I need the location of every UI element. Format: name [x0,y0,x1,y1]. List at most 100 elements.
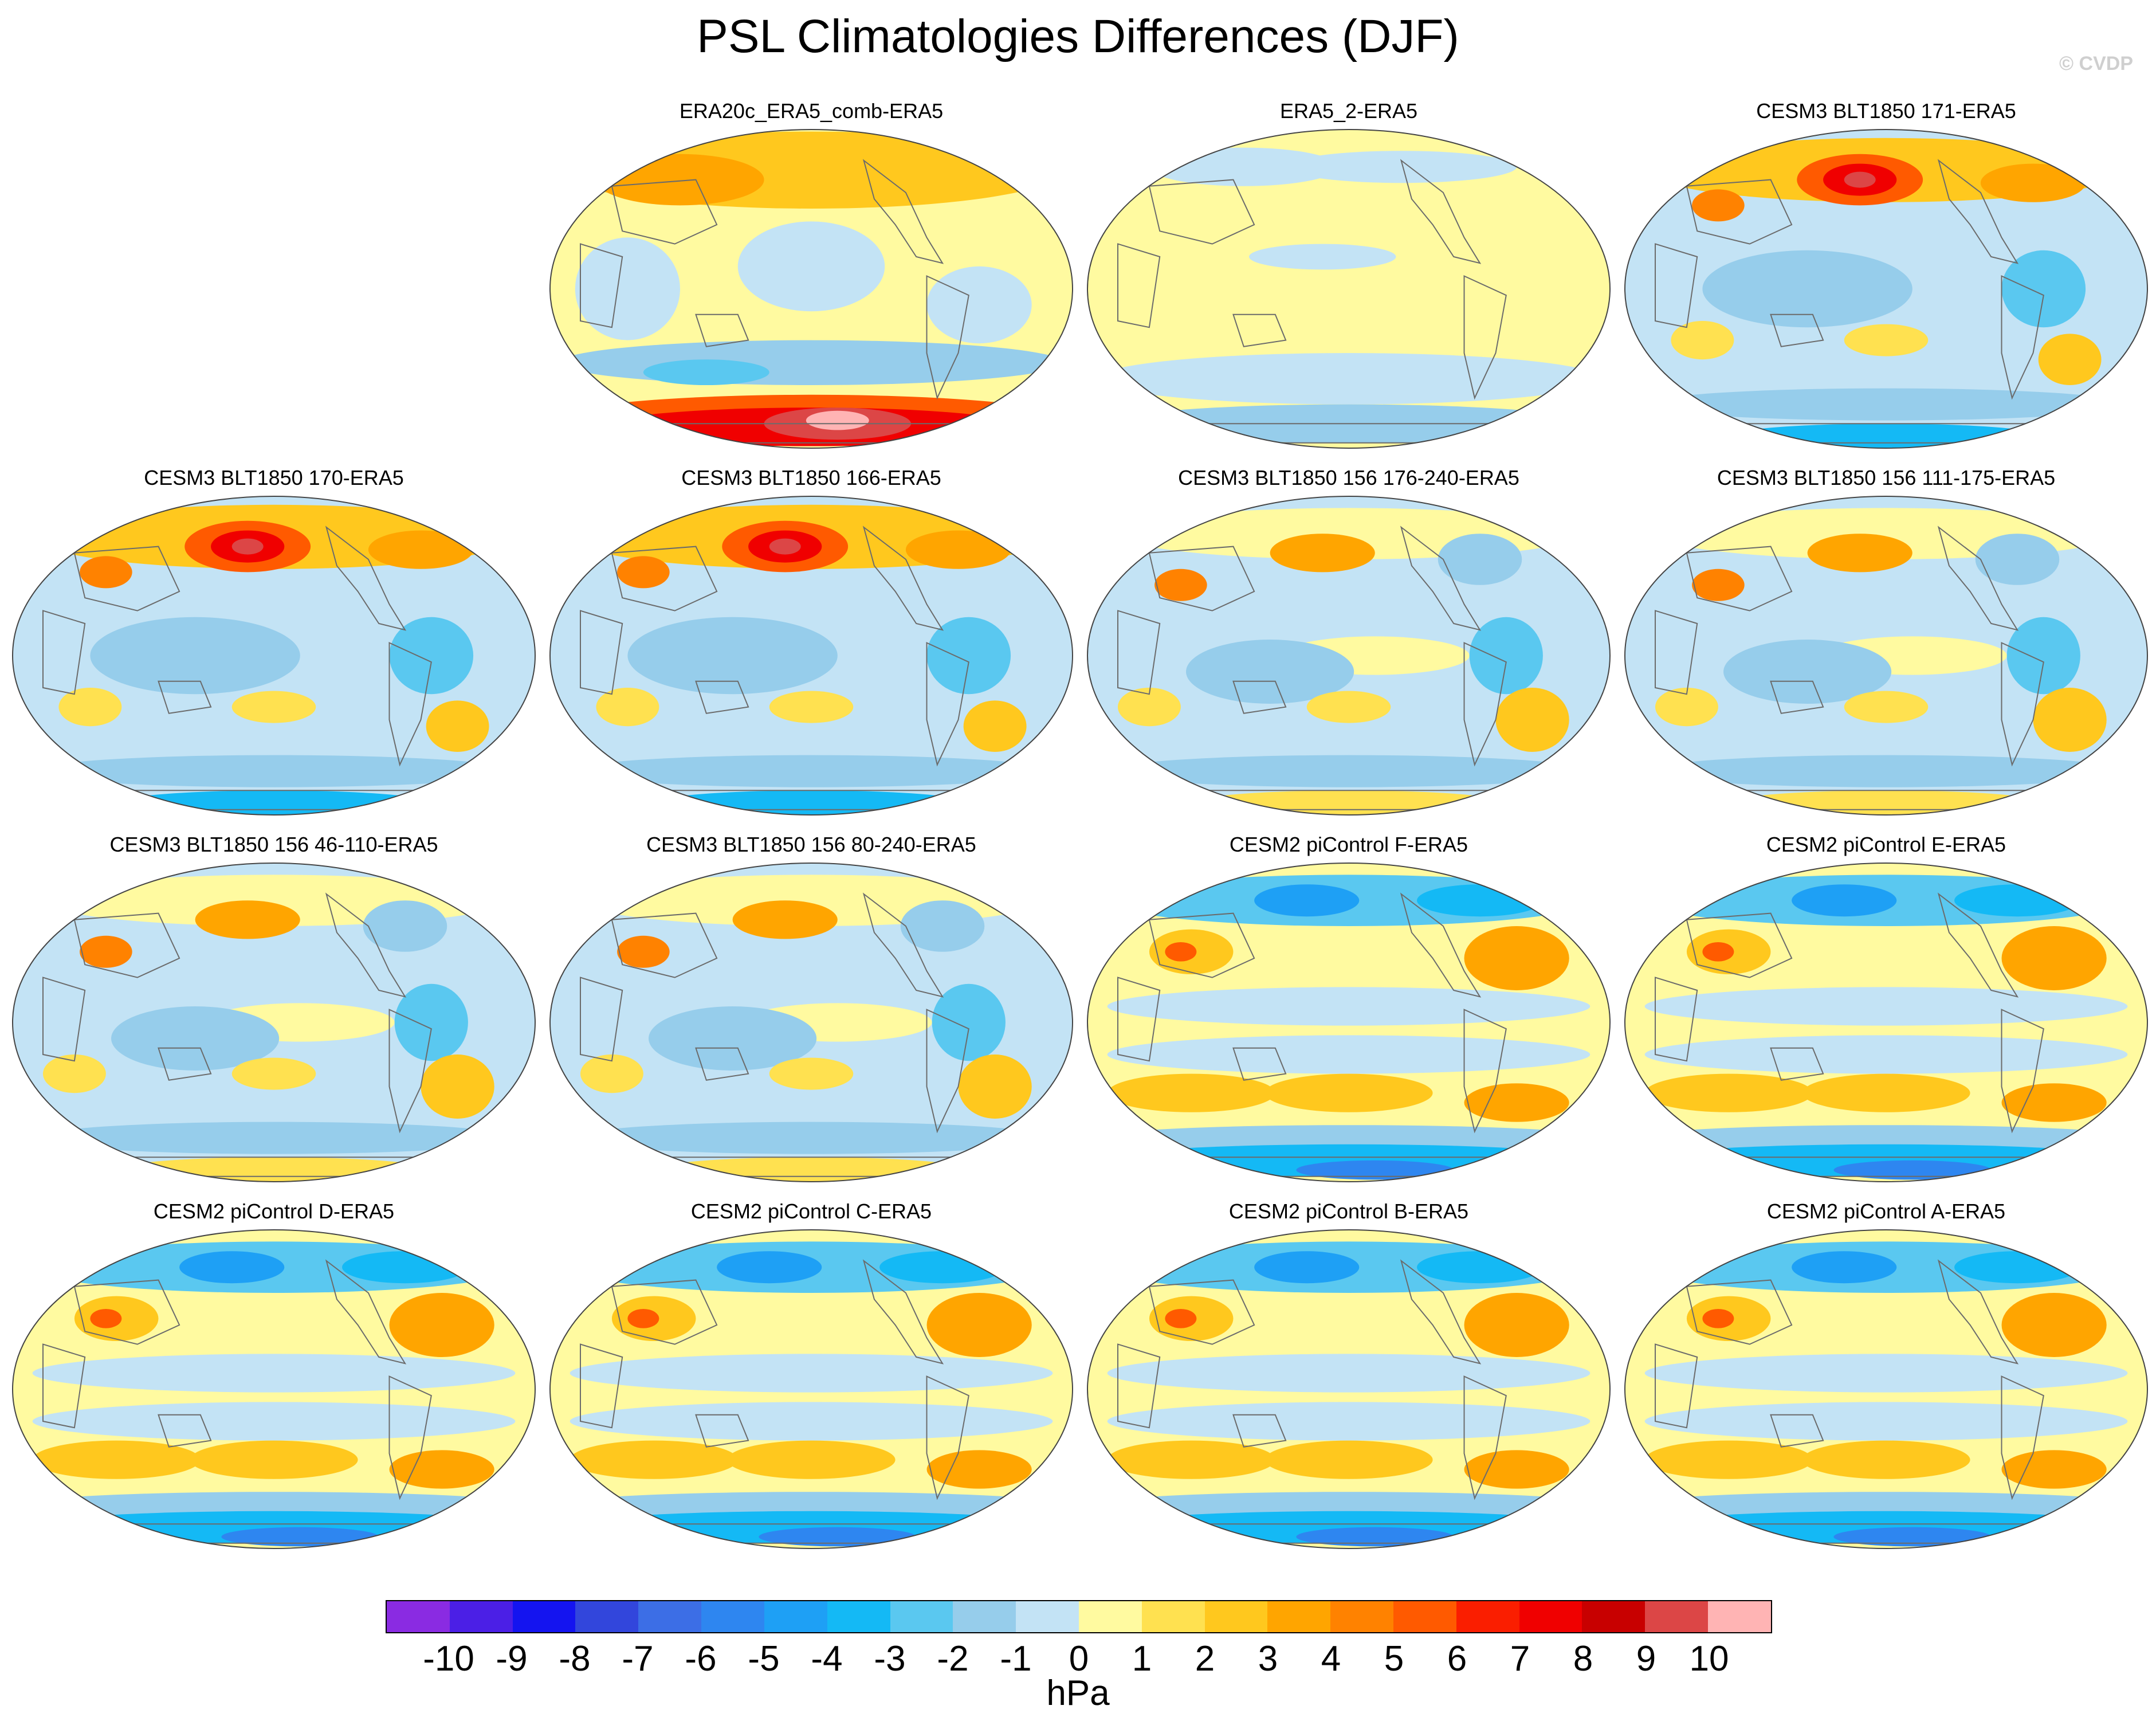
colorbar [386,1600,1772,1633]
coastline [158,680,212,714]
anomaly-region [806,410,869,430]
colorbar-units: hPa [1046,1673,1110,1713]
anomaly-region [617,556,670,589]
coastline [2001,1009,2044,1134]
coastline [926,275,969,400]
colorbar-tick-label: -5 [748,1639,780,1679]
coastline [1148,912,1255,978]
anomaly-region [1833,1160,1992,1180]
anomaly-region [1286,151,1517,183]
anomaly-region [231,1057,316,1090]
colorbar-tick-label: 3 [1258,1639,1278,1679]
coastline [1937,892,2019,998]
anomaly-region [1792,884,1897,917]
coastline [580,610,623,695]
anomaly-region [963,700,1027,752]
anomaly-region [769,691,854,723]
anomaly-region [926,617,1011,695]
map-panel [549,496,1073,816]
anomaly-region [1165,1309,1197,1328]
anomaly-region [342,1251,468,1284]
coastline [1400,892,1482,998]
anomaly-region [2033,688,2107,752]
anomaly-region [654,790,969,815]
anomaly-region [1107,987,1591,1026]
anomaly-region [1464,1083,1569,1122]
colorbar-swatch [890,1601,953,1632]
anomaly-region [231,538,264,555]
anomaly-region [926,1293,1032,1357]
panel-title: ERA20c_ERA5_comb-ERA5 [679,99,944,123]
colorbar-swatch [1645,1601,1709,1632]
coastline [926,1375,969,1500]
coastline [695,313,749,347]
coastline [862,892,944,998]
map-panel [1087,129,1611,449]
coastline [580,1343,623,1429]
coastline [1463,1375,1507,1500]
anomaly-region [1671,321,1734,360]
map-border [12,496,536,816]
anomaly-region [32,1402,516,1441]
colorbar-tick-label: 5 [1384,1639,1404,1679]
anomaly-region [1296,1527,1454,1547]
anomaly-region [2001,1083,2107,1122]
colorbar-swatch [1267,1601,1331,1632]
coastline [1117,243,1161,328]
map-border [12,862,536,1182]
anomaly-region [394,983,468,1061]
coastline [1937,159,2019,264]
anomaly-region [32,1440,201,1479]
anomaly-region [1254,1251,1360,1284]
anomaly-region [1702,250,1912,328]
anomaly-region [1655,688,1718,727]
anomaly-region [1844,324,1929,356]
coastline [1770,313,1824,347]
anomaly-region [1254,884,1360,917]
anomaly-region [1107,1440,1275,1479]
anomaly-region [769,538,801,555]
anomaly-region [1469,617,1543,695]
anomaly-region [596,688,659,727]
map-panel [12,862,536,1182]
colorbar-swatch [1016,1601,1079,1632]
colorbar-swatch [1330,1601,1393,1632]
anomaly-region [654,1157,969,1182]
anomaly-region [32,1122,516,1154]
panel-title: CESM2 piControl C-ERA5 [690,1199,932,1223]
anomaly-region [822,144,1032,190]
anomaly-region [1264,1073,1433,1112]
anomaly-region [958,1054,1032,1119]
anomaly-region [769,1057,854,1090]
anomaly-region [1264,1440,1433,1479]
colorbar-swatch [449,1601,513,1632]
colorbar-swatch [387,1601,450,1632]
anomaly-region [1438,534,1522,585]
anomaly-region [363,900,447,952]
coastline [1655,977,1698,1062]
anomaly-region [1702,1309,1734,1328]
anomaly-region [926,266,1032,344]
anomaly-region [1644,1035,2128,1074]
anomaly-region [2001,926,2107,990]
map-border [12,1229,536,1549]
anomaly-region [368,530,474,569]
anomaly-region [80,556,132,589]
coastline [73,912,180,978]
anomaly-region [905,530,1011,569]
anomaly-region [1464,1450,1569,1489]
map-border [1624,496,2148,816]
colorbar-swatch [1393,1601,1456,1632]
figure-title: PSL Climatologies Differences (DJF) [697,10,1459,62]
anomaly-region [1097,353,1601,405]
anomaly-region [1644,755,2128,787]
anomaly-region [570,1354,1053,1393]
map-border [1624,129,2148,449]
anomaly-region [1107,1402,1591,1441]
colorbar-swatch [575,1601,639,1632]
coastline [42,977,86,1062]
coastline [158,1047,212,1081]
coastline [1686,912,1793,978]
coastline [2001,275,2044,400]
panel-title: CESM3 BLT1850 156 80-240-ERA5 [646,833,976,856]
